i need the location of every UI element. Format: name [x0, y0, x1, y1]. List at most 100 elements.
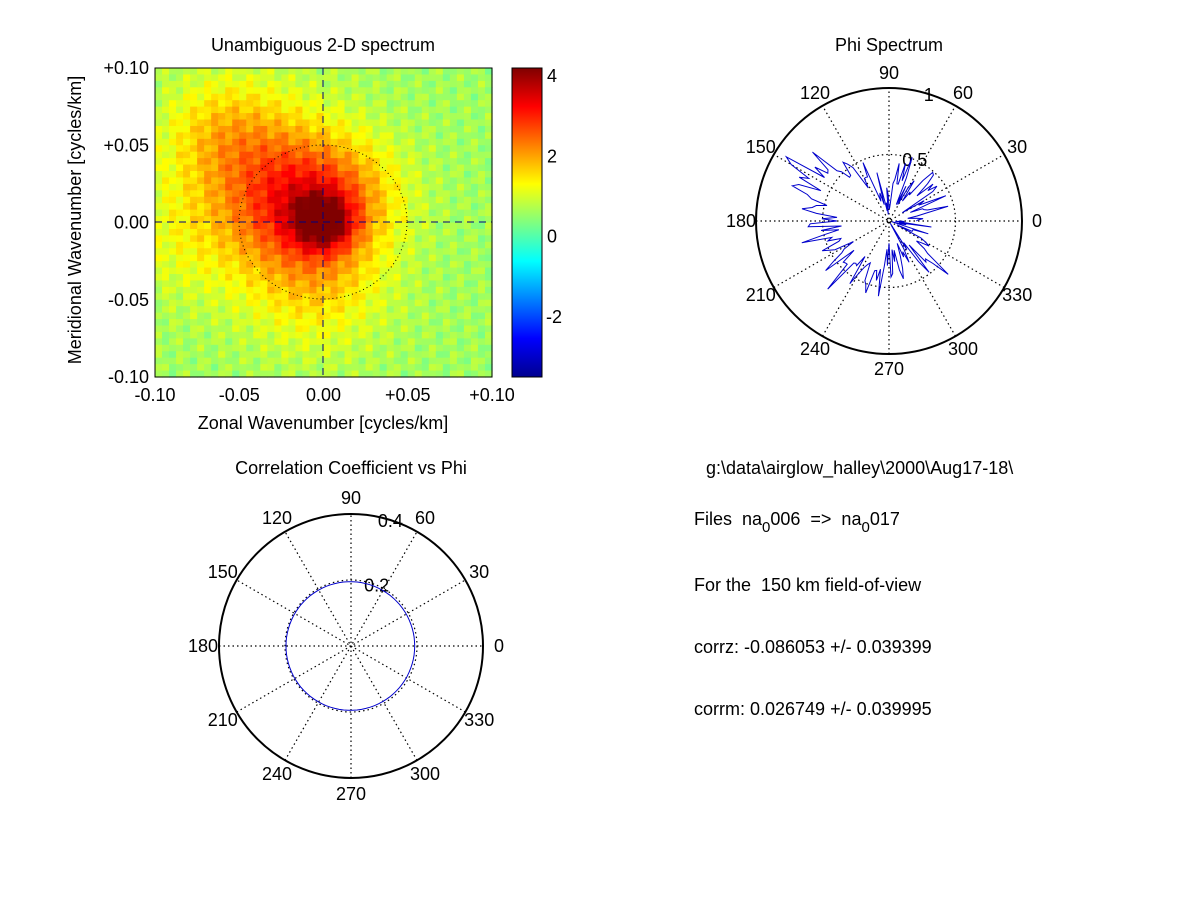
heatmap-cell — [449, 274, 458, 282]
heatmap-cell — [386, 267, 395, 275]
heatmap-cell — [463, 235, 472, 243]
heatmap-cell — [309, 306, 318, 314]
heatmap-cell — [218, 299, 226, 307]
heatmap-cell — [463, 293, 472, 301]
heatmap-cell — [302, 106, 311, 114]
heatmap-cell — [232, 158, 240, 166]
heatmap-cell — [386, 293, 395, 301]
heatmap-cell — [428, 164, 437, 172]
heatmap-cell — [330, 261, 339, 269]
heatmap-cell — [225, 319, 233, 327]
heatmap-cell — [302, 74, 311, 82]
heatmap-cell — [309, 183, 318, 191]
heatmap-cell — [197, 280, 205, 288]
heatmap-cell — [449, 216, 458, 224]
heatmap-cell — [407, 261, 416, 269]
heatmap-cell — [393, 228, 402, 236]
heatmap-cell — [302, 248, 311, 256]
heatmap-cell — [232, 370, 240, 378]
heatmap-cell — [421, 267, 430, 275]
heatmap-cell — [323, 216, 332, 224]
heatmap-cell — [260, 370, 268, 378]
heatmap-cell — [470, 132, 479, 140]
heatmap-cell — [162, 293, 170, 301]
heatmap-cell — [484, 183, 493, 191]
heatmap-cell — [400, 68, 409, 76]
heatmap-cell — [260, 100, 268, 108]
heatmap-cell — [484, 370, 493, 378]
heatmap-cell — [288, 312, 297, 320]
heatmap-cell — [176, 274, 184, 282]
heatmap-cell — [281, 280, 289, 288]
heatmap-cell — [372, 164, 381, 172]
heatmap-cell — [365, 74, 374, 82]
heatmap-cell — [442, 248, 451, 256]
heatmap-cell — [281, 138, 289, 146]
heatmap-cell — [288, 183, 297, 191]
heatmap-cell — [295, 286, 304, 294]
heatmap-cell — [232, 113, 240, 121]
heatmap-cell — [211, 196, 219, 204]
heatmap-cell — [386, 100, 395, 108]
heatmap-cell — [414, 338, 423, 346]
heatmap-cell — [197, 203, 205, 211]
heatmap-cell — [190, 87, 198, 95]
heatmap-cell — [337, 254, 346, 262]
heatmap-cell — [477, 151, 486, 159]
heatmap-cell — [288, 248, 297, 256]
heatmap-cell — [211, 119, 219, 127]
heatmap-cell — [246, 145, 254, 153]
heatmap-cell — [323, 235, 332, 243]
info-panel: g:\data\airglow_halley\2000\Aug17-18\ Fi… — [694, 458, 1013, 719]
heatmap-cell — [295, 119, 304, 127]
heatmap-cell — [197, 338, 205, 346]
heatmap-cell — [162, 138, 170, 146]
heatmap-cell — [176, 267, 184, 275]
heatmap-cell — [477, 158, 486, 166]
heatmap-cell — [470, 87, 479, 95]
heatmap-cell — [372, 267, 381, 275]
heatmap-cell — [456, 351, 465, 359]
heatmap-cell — [253, 228, 261, 236]
heatmap-cell — [414, 125, 423, 133]
heatmap-cell — [197, 158, 205, 166]
heatmap-cell — [484, 267, 493, 275]
heatmap-cell — [239, 93, 247, 101]
heatmap-cell — [239, 119, 247, 127]
heatmap-cell — [253, 216, 261, 224]
heatmap-cell — [316, 293, 325, 301]
heatmap-cell — [330, 248, 339, 256]
heatmap-cell — [393, 80, 402, 88]
heatmap-cell — [484, 254, 493, 262]
heatmap-cell — [365, 222, 374, 230]
heatmap-cell — [365, 68, 374, 76]
heatmap-cell — [239, 351, 247, 359]
heatmap-cell — [470, 106, 479, 114]
colorbar-tick-label: 0 — [547, 227, 557, 247]
heatmap-cell — [386, 145, 395, 153]
heatmap-cell — [379, 351, 388, 359]
heatmap-cell — [190, 158, 198, 166]
heatmap-cell — [449, 68, 458, 76]
heatmap-cell — [211, 338, 219, 346]
heatmap-cell — [211, 254, 219, 262]
polar-inner-ring — [821, 153, 957, 289]
heatmap-cell — [316, 87, 325, 95]
heatmap-cell — [337, 164, 346, 172]
heatmap-cell — [323, 132, 332, 140]
heatmap-cell — [337, 106, 346, 114]
heatmap-cell — [162, 158, 170, 166]
heatmap-cell — [358, 325, 367, 333]
heatmap-cell — [372, 87, 381, 95]
heatmap-cell — [197, 248, 205, 256]
heatmap-cell — [316, 325, 325, 333]
heatmap-cell — [407, 171, 416, 179]
heatmap-cell — [176, 312, 184, 320]
heatmap-cell — [302, 228, 311, 236]
heatmap-cell — [407, 158, 416, 166]
heatmap-cell — [211, 113, 219, 121]
heatmap-cell — [176, 68, 184, 76]
heatmap-cell — [176, 228, 184, 236]
heatmap-cell — [218, 203, 226, 211]
heatmap-cell — [407, 196, 416, 204]
